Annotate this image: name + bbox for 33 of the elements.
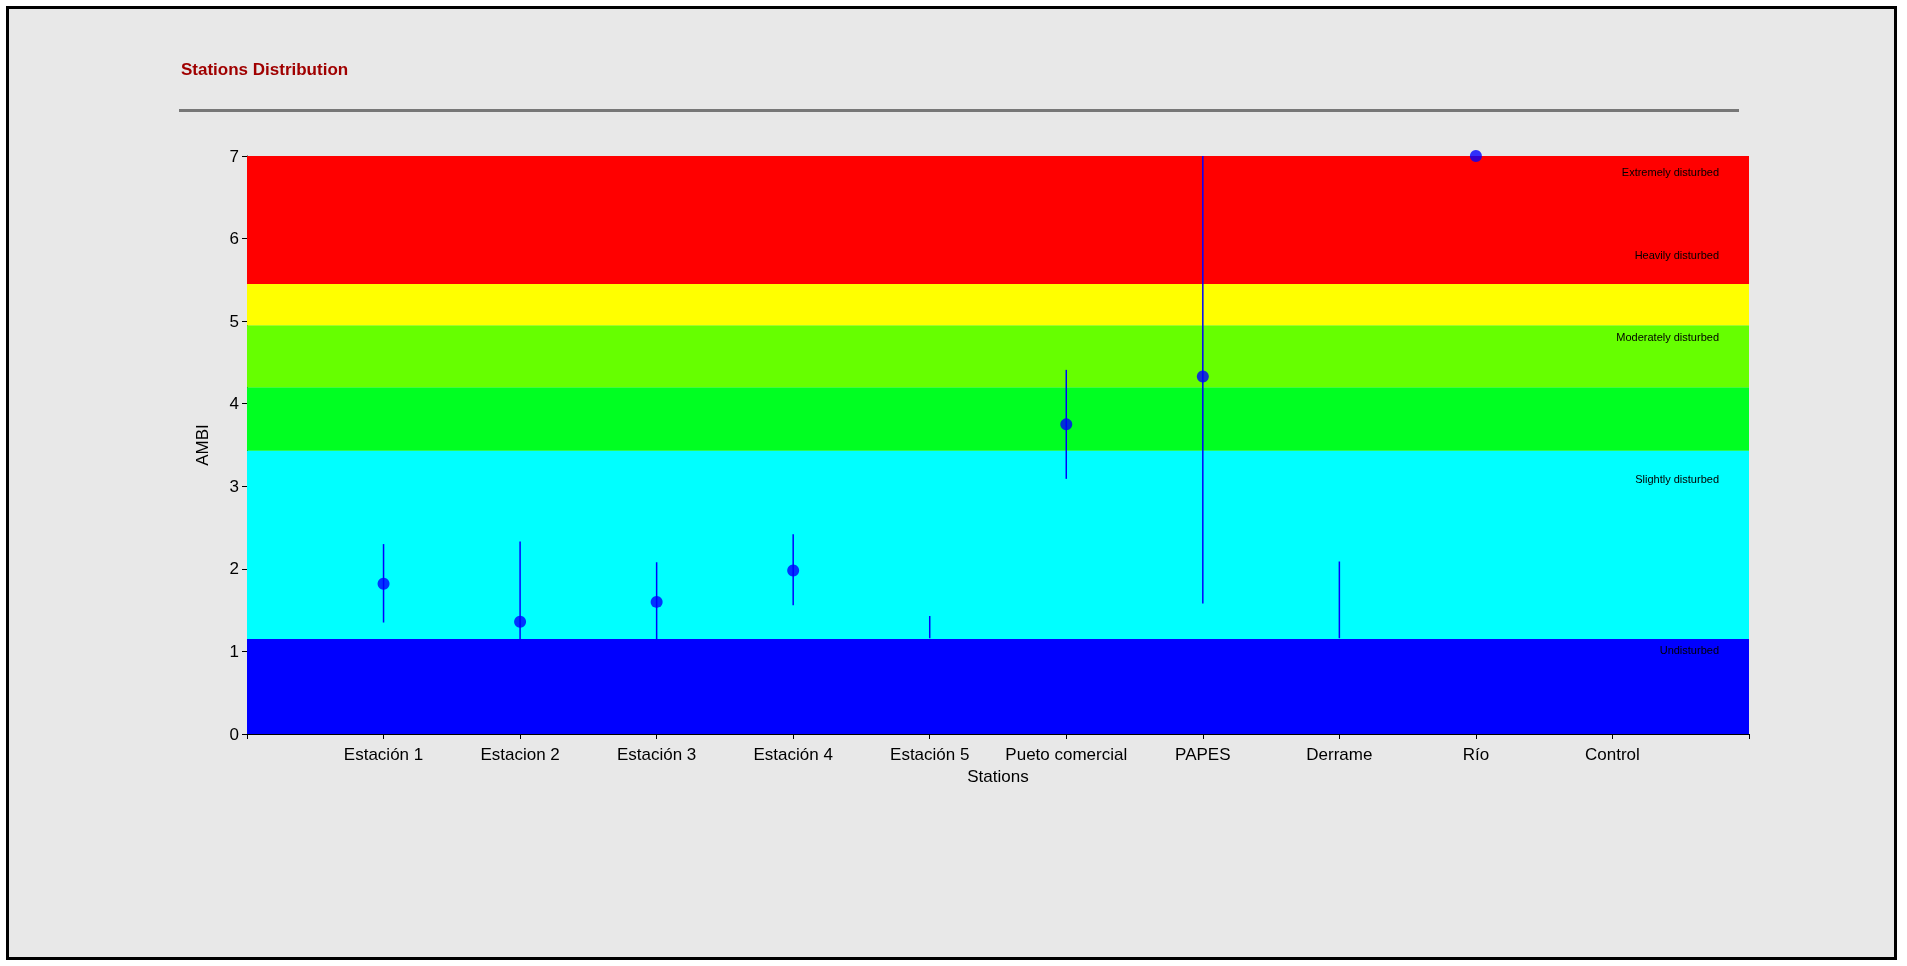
annotation: Undisturbed: [1659, 643, 1720, 656]
x-tick-label: Estacion 2: [480, 745, 560, 764]
y-tick-label: 1: [229, 641, 239, 661]
point: [787, 564, 800, 577]
y-tick-label: 4: [229, 394, 239, 414]
chart-title: Stations Distribution: [181, 60, 349, 79]
point: [514, 615, 527, 628]
point: [1196, 370, 1209, 383]
y-tick-label: 3: [229, 476, 239, 496]
x-tick-label: Estación 3: [616, 745, 697, 764]
y-tick-label: 2: [229, 559, 239, 579]
point: [1060, 418, 1073, 431]
point: [1469, 150, 1482, 162]
y-tick-label: 0: [229, 724, 239, 744]
x-tick-label: Estación 4: [753, 745, 833, 764]
x-tick-label: Estación 1: [343, 745, 424, 764]
y-tick-label: 6: [229, 229, 239, 249]
annotation: Slightly disturbed: [1635, 473, 1720, 486]
y-tick-label: 5: [229, 311, 239, 331]
x-tick-label: PAPES: [1175, 745, 1231, 764]
x-tick-label: Derrame: [1306, 745, 1373, 764]
x-axis-title: Stations: [967, 766, 1029, 786]
y-tick-label: 7: [229, 146, 239, 166]
annotation: Moderately disturbed: [1616, 330, 1720, 343]
annotation: Extremely disturbed: [1621, 165, 1720, 178]
point: [377, 577, 390, 590]
x-tick-label: Control: [1585, 745, 1640, 764]
annotation: Heavily disturbed: [1634, 248, 1719, 261]
x-tick-label: Río: [1462, 745, 1490, 764]
x-tick-label: Estación 5: [890, 745, 970, 764]
point: [650, 595, 663, 608]
x-tick-label: Pueto comercial: [1005, 745, 1128, 764]
y-axis-title: AMBI: [193, 424, 212, 466]
